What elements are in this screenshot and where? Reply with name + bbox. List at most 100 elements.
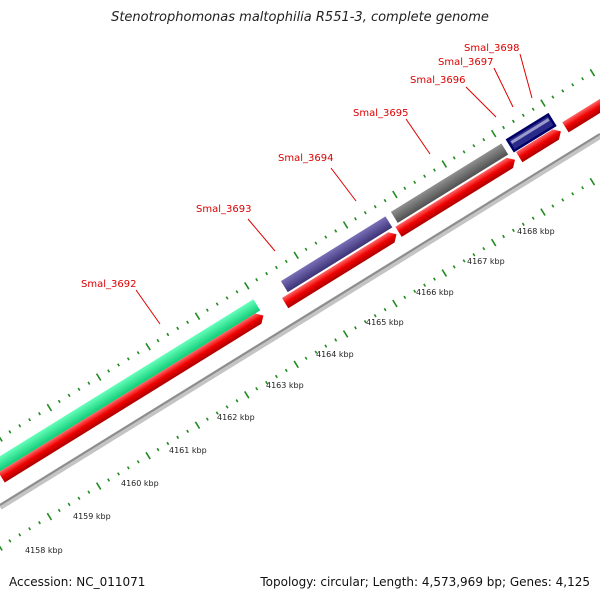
scale-tick [324, 344, 328, 348]
scale-tick [77, 387, 81, 392]
backbone-line-shade [0, 133, 600, 506]
cds-arrow [282, 232, 397, 309]
scale-tick [265, 271, 269, 276]
scale-tick [126, 357, 130, 361]
gene-label-smal-3698: Smal_3698 [464, 43, 519, 54]
kbp-label: 4165 kbp [366, 318, 404, 327]
scale-tick [502, 125, 505, 130]
scale-tick [275, 265, 278, 270]
scale-tick [194, 312, 201, 321]
scale-tick [521, 113, 525, 118]
scale-tick [502, 234, 505, 239]
scale-tick [57, 508, 61, 513]
gene-label-smal-3697: Smal_3697 [438, 57, 493, 68]
kbp-label: 4164 kbp [316, 350, 354, 359]
scale-tick [540, 99, 546, 107]
scale-tick [194, 421, 201, 430]
scale-tick [363, 319, 367, 324]
scale-tick [265, 380, 269, 385]
gene-leader-line [330, 167, 357, 202]
gray-feature-bar [390, 143, 509, 223]
gene-leader-line [405, 118, 431, 155]
scale-tick [156, 447, 160, 452]
map-title: Stenotrophomonas maltophilia R551-3, com… [111, 10, 489, 25]
gene-leader-line [493, 67, 514, 108]
scale-tick [8, 539, 12, 543]
scale-tick [136, 351, 140, 355]
scale-tick [57, 399, 61, 404]
scale-tick [482, 246, 486, 251]
scale-tick [293, 251, 299, 260]
scale-tick [145, 451, 151, 460]
scale-tick [462, 259, 466, 263]
scale-tick [304, 247, 308, 251]
scale-tick [255, 277, 259, 282]
kbp-label: 4163 kbp [266, 381, 304, 390]
kbp-label: 4167 kbp [467, 257, 505, 266]
scale-tick [67, 393, 71, 398]
scale-tick [561, 89, 565, 93]
scale-tick [392, 190, 398, 199]
scale-tick [581, 186, 584, 190]
scale-tick [334, 338, 338, 342]
scale-tick [145, 342, 151, 351]
scale-tick [215, 411, 219, 415]
cds-arrow [0, 313, 264, 483]
scale-tick [342, 330, 349, 338]
scale-tick [235, 290, 239, 294]
cds-arrow [516, 129, 561, 163]
scale-tick [354, 326, 357, 330]
scale-tick [324, 235, 328, 239]
scale-tick [403, 295, 407, 300]
scale-tick [244, 390, 250, 399]
scale-tick [561, 198, 565, 202]
scale-tick [107, 369, 111, 373]
scale-tick [363, 210, 367, 215]
scale-tick [373, 313, 377, 318]
scale-tick [490, 129, 497, 138]
kbp-label: 4166 kbp [416, 288, 454, 297]
scale-tick [176, 435, 180, 440]
scale-tick [472, 253, 476, 257]
scale-tick [46, 403, 53, 412]
scale-tick [403, 186, 407, 191]
scale-tick [452, 265, 456, 269]
navy-feature-bar-highlight [510, 118, 550, 144]
scale-tick [284, 259, 288, 264]
scale-tick [531, 216, 535, 220]
scale-tick [521, 222, 525, 227]
scale-tick [490, 238, 497, 247]
kbp-label: 4162 kbp [217, 413, 255, 422]
scale-tick [284, 368, 288, 373]
scale-tick [225, 405, 229, 409]
scale-tick [589, 177, 596, 186]
scale-tick [8, 430, 12, 434]
scale-tick [67, 502, 71, 507]
scale-tick [314, 241, 318, 245]
scale-tick [304, 356, 308, 360]
scale-tick [205, 308, 209, 312]
kbp-label: 4159 kbp [73, 512, 111, 521]
kbp-label: 4158 kbp [25, 546, 63, 555]
tick-marks [0, 68, 596, 551]
scale-tick [77, 496, 81, 501]
scale-tick [186, 320, 190, 325]
scale-tick [255, 386, 259, 391]
gene-label-smal-3696: Smal_3696 [410, 75, 465, 86]
scale-tick [244, 281, 250, 290]
scale-tick [107, 478, 111, 482]
topology-text: Topology: circular; Length: 4,573,969 bp… [260, 575, 590, 589]
scale-tick [383, 198, 387, 203]
scale-tick [38, 520, 41, 525]
kbp-label: 4168 kbp [517, 227, 555, 236]
cds-arrow [395, 157, 515, 237]
scale-tick [18, 533, 22, 537]
scale-tick [126, 466, 130, 470]
scale-tick [571, 192, 575, 196]
scale-tick [136, 460, 140, 464]
cds-arrow [562, 66, 600, 133]
scale-tick [334, 229, 338, 233]
kbp-label: 4161 kbp [169, 446, 207, 455]
scale-tick [166, 332, 170, 337]
scale-tick [551, 204, 555, 208]
